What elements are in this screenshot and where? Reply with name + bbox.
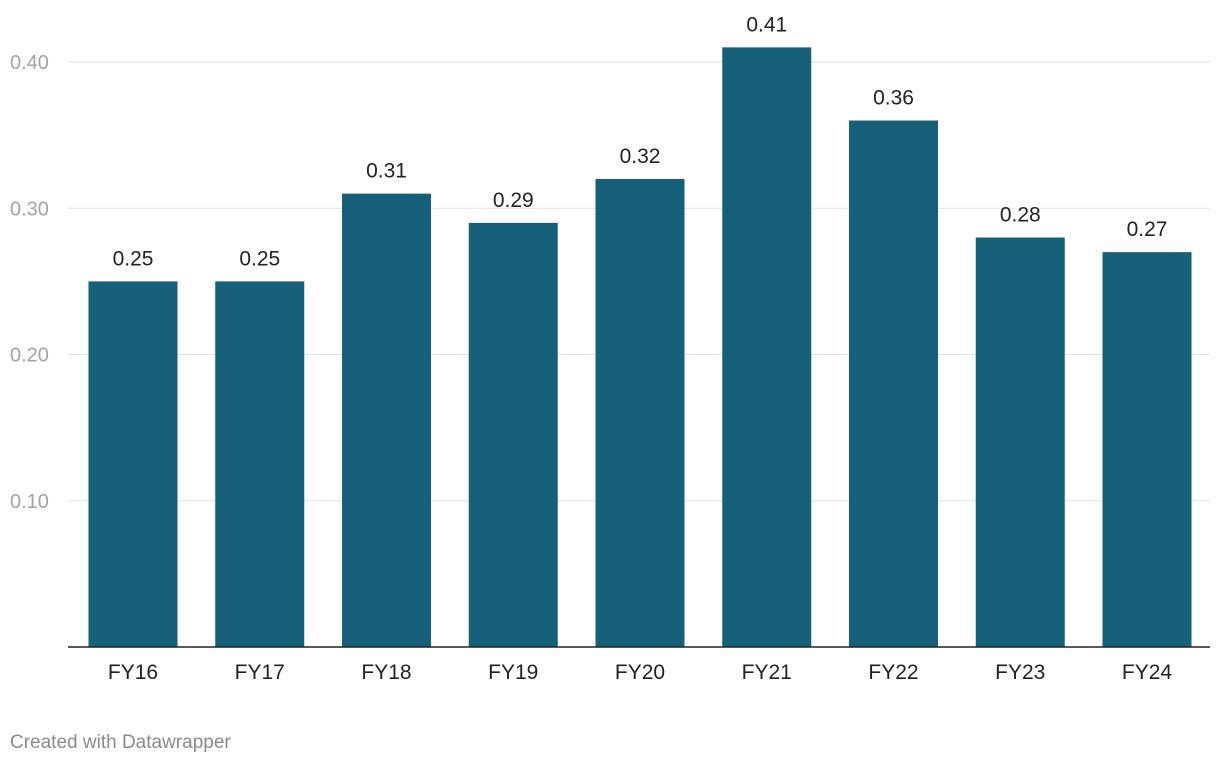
x-tick-label: FY23 — [995, 661, 1045, 684]
x-tick-label: FY17 — [235, 661, 285, 684]
value-label: 0.41 — [746, 13, 787, 36]
y-tick-label: 0.10 — [10, 491, 49, 513]
value-label: 0.36 — [873, 87, 914, 110]
bar-fy19 — [468, 222, 558, 647]
value-label: 0.25 — [239, 247, 280, 270]
y-tick-label: 0.30 — [10, 198, 49, 220]
bars — [88, 47, 1192, 647]
x-axis-ticks: FY16 FY17 FY18 FY19 FY20 FY21 FY22 FY23 FY24 — [108, 661, 1173, 684]
bar-chart: 0.10 0.20 0.30 0.40 0.25 0.25 0.31 0.29 0.32 0.4… — [10, 13, 1210, 684]
x-tick-label: FY21 — [742, 661, 792, 684]
bar-fy21 — [722, 47, 812, 647]
value-labels: 0.25 0.25 0.31 0.29 0.32 0.41 0.36 0.28 0.27 — [113, 13, 1168, 270]
bar-fy23 — [975, 237, 1065, 647]
value-label: 0.27 — [1127, 218, 1168, 241]
x-tick-label: FY18 — [361, 661, 411, 684]
y-tick-label: 0.20 — [10, 345, 49, 367]
value-label: 0.29 — [493, 189, 534, 212]
x-tick-label: FY22 — [868, 661, 918, 684]
y-tick-label: 0.40 — [10, 52, 49, 74]
bar-fy16 — [88, 281, 178, 647]
x-tick-label: FY16 — [108, 661, 158, 684]
bar-fy22 — [849, 120, 938, 647]
value-label: 0.25 — [113, 247, 154, 270]
bar-fy20 — [595, 179, 685, 647]
x-tick-label: FY19 — [488, 661, 538, 684]
x-tick-label: FY24 — [1122, 661, 1173, 684]
bar-fy24 — [1102, 252, 1192, 647]
value-label: 0.32 — [620, 145, 661, 168]
bar-fy17 — [215, 281, 305, 647]
bar-fy18 — [342, 193, 431, 647]
x-tick-label: FY20 — [615, 661, 665, 684]
value-label: 0.31 — [366, 160, 407, 183]
credit-text: Created with Datawrapper — [10, 732, 231, 753]
value-label: 0.28 — [1000, 204, 1041, 227]
y-axis-ticks: 0.10 0.20 0.30 0.40 — [10, 52, 49, 513]
